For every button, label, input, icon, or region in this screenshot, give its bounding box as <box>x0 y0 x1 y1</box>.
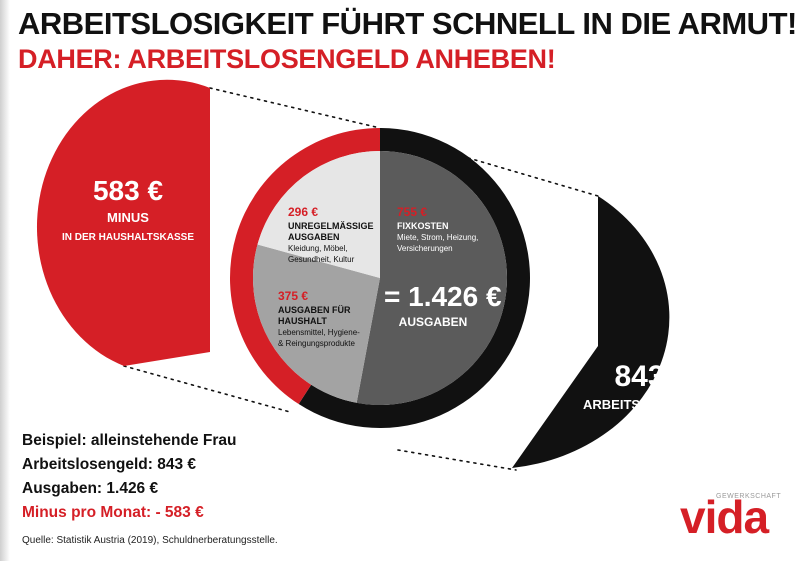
slice-detail-3-1: Kleidung, Möbel, <box>288 244 348 253</box>
connector-line-deficit-bottom <box>123 365 291 413</box>
slice-title-1-1: FIXKOSTEN <box>397 221 449 231</box>
slice-title-3-1: UNREGELMÄSSIGE <box>288 221 374 231</box>
slice-title-2-1: AUSGABEN FÜR <box>278 305 351 315</box>
total-value-label: = 1.426 € <box>384 281 502 312</box>
slice-detail-1-1: Miete, Strom, Heizung, <box>397 233 478 242</box>
slice-amount-label-2: 375 € <box>278 289 308 303</box>
total-caption-label: AUSGABEN <box>399 315 468 329</box>
page-edge-shadow <box>0 0 10 561</box>
example-income: Arbeitslosengeld: 843 € <box>22 456 197 473</box>
slice-detail-2-1: Lebensmittel, Hygiene- <box>278 328 360 337</box>
deficit-label-line1: MINUS <box>107 210 149 225</box>
slice-amount-label-1: 755 € <box>397 205 427 219</box>
example-deficit: Minus pro Monat: - 583 € <box>22 504 204 521</box>
connector-line-income-bottom <box>397 449 517 471</box>
page-title: ARBEITSLOSIGKEIT FÜHRT SCHNELL IN DIE AR… <box>18 6 797 41</box>
deficit-label-line2: IN DER HAUSHALTSKASSE <box>62 232 194 243</box>
deficit-amount-label: 583 € <box>93 175 163 206</box>
income-callout <box>512 196 670 468</box>
slice-title-2-2: HAUSHALT <box>278 316 327 326</box>
pie-slice-1 <box>356 151 507 405</box>
vida-logo: vida <box>680 491 769 543</box>
income-amount-label: 843 € <box>614 360 689 393</box>
income-label: ARBEITSLOSENGELD <box>583 397 721 412</box>
slice-detail-3-2: Gesundheit, Kultur <box>288 255 355 264</box>
deficit-callout <box>36 79 211 366</box>
slice-detail-2-2: & Reingungsprodukte <box>278 339 355 348</box>
ring-segment-income <box>298 128 530 428</box>
slice-detail-1-2: Versicherungen <box>397 244 453 253</box>
page-subtitle: DAHER: ARBEITSLOSENGELD ANHEBEN! <box>18 44 556 74</box>
pie-slice-2 <box>252 244 380 403</box>
connector-line-deficit-top <box>209 87 381 129</box>
source-note: Quelle: Statistik Austria (2019), Schuld… <box>22 535 278 546</box>
logo-tagline: GEWERKSCHAFT <box>716 493 782 500</box>
slice-amount-label-3: 296 € <box>288 205 318 219</box>
pie-slice-3 <box>257 151 380 278</box>
example-title: Beispiel: alleinstehende Frau <box>22 432 237 449</box>
deficit-callout-shape <box>36 79 211 366</box>
slice-title-3-2: AUSGABEN <box>288 232 340 242</box>
ring-segment-deficit <box>230 128 380 405</box>
income-callout-shape <box>512 196 670 468</box>
connector-line-income-top <box>447 151 599 197</box>
example-expenses: Ausgaben: 1.426 € <box>22 480 159 497</box>
